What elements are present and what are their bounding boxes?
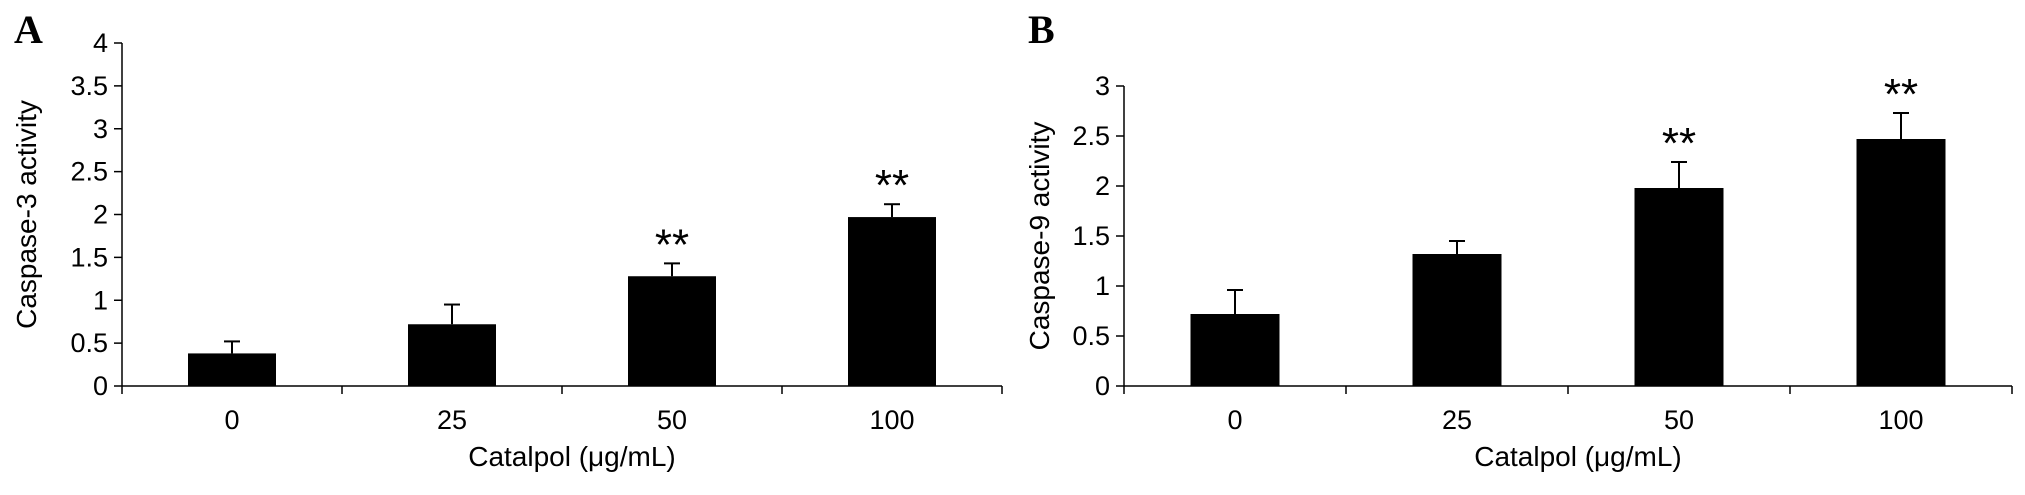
bar-chart-b: 0 0.5 1 1.5 2 2.5 3 0 25 ** 50 ** 100 Catalpol (μg/mL… bbox=[1024, 70, 2013, 472]
y-tick-label: 3 bbox=[93, 114, 108, 144]
chart-panel-b: B 0 0.5 1 1.5 2 2.5 3 0 25 ** 50 ** 100 Catalpol (μg/… bbox=[1012, 0, 2025, 495]
x-tick-label: 100 bbox=[1878, 405, 1923, 435]
y-tick-label: 0.5 bbox=[70, 328, 108, 358]
x-tick-label: 0 bbox=[1227, 405, 1242, 435]
panel-label-b: B bbox=[1028, 7, 1055, 52]
x-tick-label: 100 bbox=[869, 405, 914, 435]
x-axis-title: Catalpol (μg/mL) bbox=[468, 441, 676, 472]
significance-label: ** bbox=[1662, 119, 1696, 168]
x-axis-title: Catalpol (μg/mL) bbox=[1474, 441, 1682, 472]
x-tick-label: 25 bbox=[437, 405, 467, 435]
bar bbox=[848, 217, 936, 386]
bar bbox=[628, 276, 716, 386]
bar bbox=[1856, 139, 1946, 386]
y-tick-label: 3.5 bbox=[70, 71, 108, 101]
bar bbox=[188, 353, 276, 386]
significance-label: ** bbox=[1884, 70, 1918, 119]
y-tick-label: 0 bbox=[1095, 371, 1110, 401]
bar bbox=[1634, 188, 1724, 386]
y-tick-label: 2.5 bbox=[1072, 121, 1110, 151]
y-tick-label: 2 bbox=[1095, 171, 1110, 201]
y-tick-label: 1 bbox=[1095, 271, 1110, 301]
bar bbox=[1190, 314, 1280, 386]
chart-panel-a: A 0 0.5 1 1.5 2 2.5 3 3.5 4 0 25 ** 50 ** 100 Catalpol … bbox=[0, 0, 1012, 495]
y-tick-label: 4 bbox=[93, 28, 108, 58]
y-tick-label: 0 bbox=[93, 371, 108, 401]
y-tick-label: 1.5 bbox=[70, 242, 108, 272]
bar bbox=[408, 324, 496, 386]
y-tick-label: 2 bbox=[93, 200, 108, 230]
y-tick-label: 1.5 bbox=[1072, 221, 1110, 251]
significance-label: ** bbox=[655, 220, 689, 269]
bar-chart-a: 0 0.5 1 1.5 2 2.5 3 3.5 4 0 25 ** 50 ** 100 Catalpol (μ… bbox=[11, 28, 1003, 472]
y-tick-label: 2.5 bbox=[70, 157, 108, 187]
x-tick-label: 50 bbox=[657, 405, 687, 435]
y-tick-label: 1 bbox=[93, 285, 108, 315]
x-tick-label: 50 bbox=[1664, 405, 1694, 435]
x-tick-label: 25 bbox=[1442, 405, 1472, 435]
panel-label-a: A bbox=[14, 7, 43, 52]
y-axis-title: Caspase-9 activity bbox=[1024, 122, 1055, 351]
y-tick-label: 3 bbox=[1095, 71, 1110, 101]
y-axis-title: Caspase-3 activity bbox=[11, 100, 42, 329]
bar bbox=[1412, 254, 1502, 386]
significance-label: ** bbox=[875, 161, 909, 210]
x-tick-label: 0 bbox=[224, 405, 239, 435]
y-tick-label: 0.5 bbox=[1072, 321, 1110, 351]
